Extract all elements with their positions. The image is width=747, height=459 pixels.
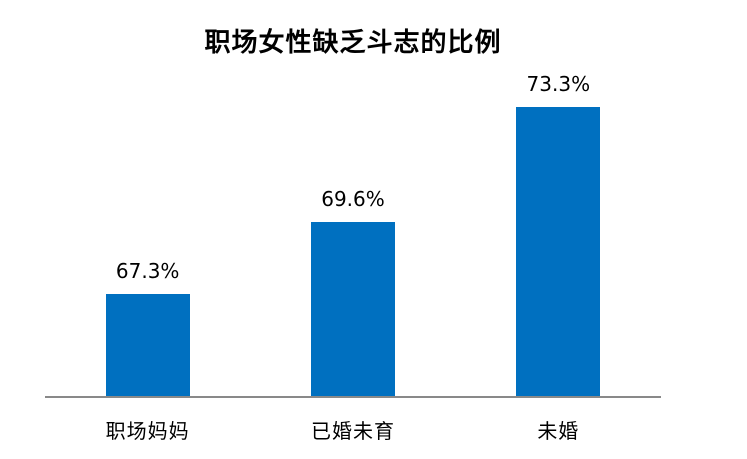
x-axis-line xyxy=(45,396,661,398)
bars-row: 67.3% 69.6% 73.3% xyxy=(45,74,661,397)
chart-title: 职场女性缺乏斗志的比例 xyxy=(204,28,502,58)
category-label: 未婚 xyxy=(537,419,580,443)
x-axis-category-labels: 职场妈妈 已婚未育 未婚 xyxy=(45,415,661,444)
bar-slot: 73.3% xyxy=(456,74,661,397)
bar xyxy=(516,107,601,397)
bar-value-label: 73.3% xyxy=(526,72,591,96)
bar xyxy=(105,294,190,397)
bar-value-label: 69.6% xyxy=(321,187,385,211)
plot-area: 67.3% 69.6% 73.3% xyxy=(45,74,661,397)
bar-slot: 67.3% xyxy=(45,85,250,397)
bar-slot: 69.6% xyxy=(250,85,455,397)
bar xyxy=(310,222,395,397)
bar-value-label: 67.3% xyxy=(115,259,180,283)
category-label: 已婚未育 xyxy=(310,419,395,443)
category-label: 职场妈妈 xyxy=(105,419,190,443)
